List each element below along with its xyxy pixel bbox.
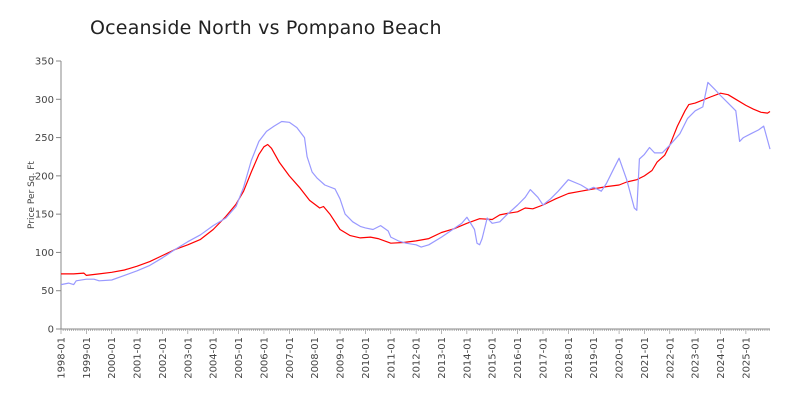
x-tick-label: 2021-01 [640,337,651,379]
x-tick-label: 2014-01 [462,337,473,379]
x-tick-label: 2000-01 [107,337,118,379]
x-tick-label: 2008-01 [310,337,321,379]
x-tick-label: 2011-01 [386,337,397,379]
x-tick-label: 2024-01 [716,337,727,379]
x-tick-label: 2007-01 [285,337,296,379]
x-tick-label: 2012-01 [412,337,423,379]
y-tick-label: 0 [48,325,54,336]
series-group [60,81,771,286]
x-tick-label: 2015-01 [488,337,499,379]
y-axis-label: Price Per Sq. Ft [27,161,37,229]
x-tick-label: 2001-01 [133,337,144,379]
x-tick-label: 2017-01 [538,337,549,379]
y-ticks: 0 50 100 150 200 250 300 350 [35,57,61,336]
x-tick-label: 2016-01 [513,337,524,379]
x-tick-label: 2023-01 [691,337,702,379]
x-tick-label: 2005-01 [234,337,245,379]
y-tick-label: 150 [35,210,54,221]
x-tick-label: 1998-01 [57,337,68,379]
x-tick-label: 2022-01 [665,337,676,379]
x-tick-label: 2019-01 [589,337,600,379]
x-tick-label: 2006-01 [259,337,270,379]
chart-title: Oceanside North vs Pompano Beach [90,17,442,39]
x-tick-label: 2018-01 [564,337,575,379]
x-tick-label: 2003-01 [183,337,194,379]
x-tick-label: 2009-01 [336,337,347,379]
y-tick-label: 200 [35,171,54,182]
series-line-2 [60,81,771,286]
y-tick-label: 300 [35,95,54,106]
x-tick-label: 2004-01 [209,337,220,379]
x-tick-label: 2002-01 [158,337,169,379]
y-tick-label: 100 [35,248,54,259]
axes [60,61,770,330]
x-ticks: 1998-01 1999-01 2000-01 2001-01 2002-01 2003-… [57,329,770,379]
x-tick-label: 2020-01 [615,337,626,379]
y-tick-label: 50 [41,286,54,297]
y-tick-label: 250 [35,133,54,144]
y-tick-label: 350 [35,57,54,68]
x-tick-label: 2010-01 [361,337,372,379]
series-line-1 [61,92,771,276]
x-tick-label: 2013-01 [437,337,448,379]
x-tick-label: 2025-01 [741,337,752,379]
x-tick-label: 1999-01 [82,337,93,379]
